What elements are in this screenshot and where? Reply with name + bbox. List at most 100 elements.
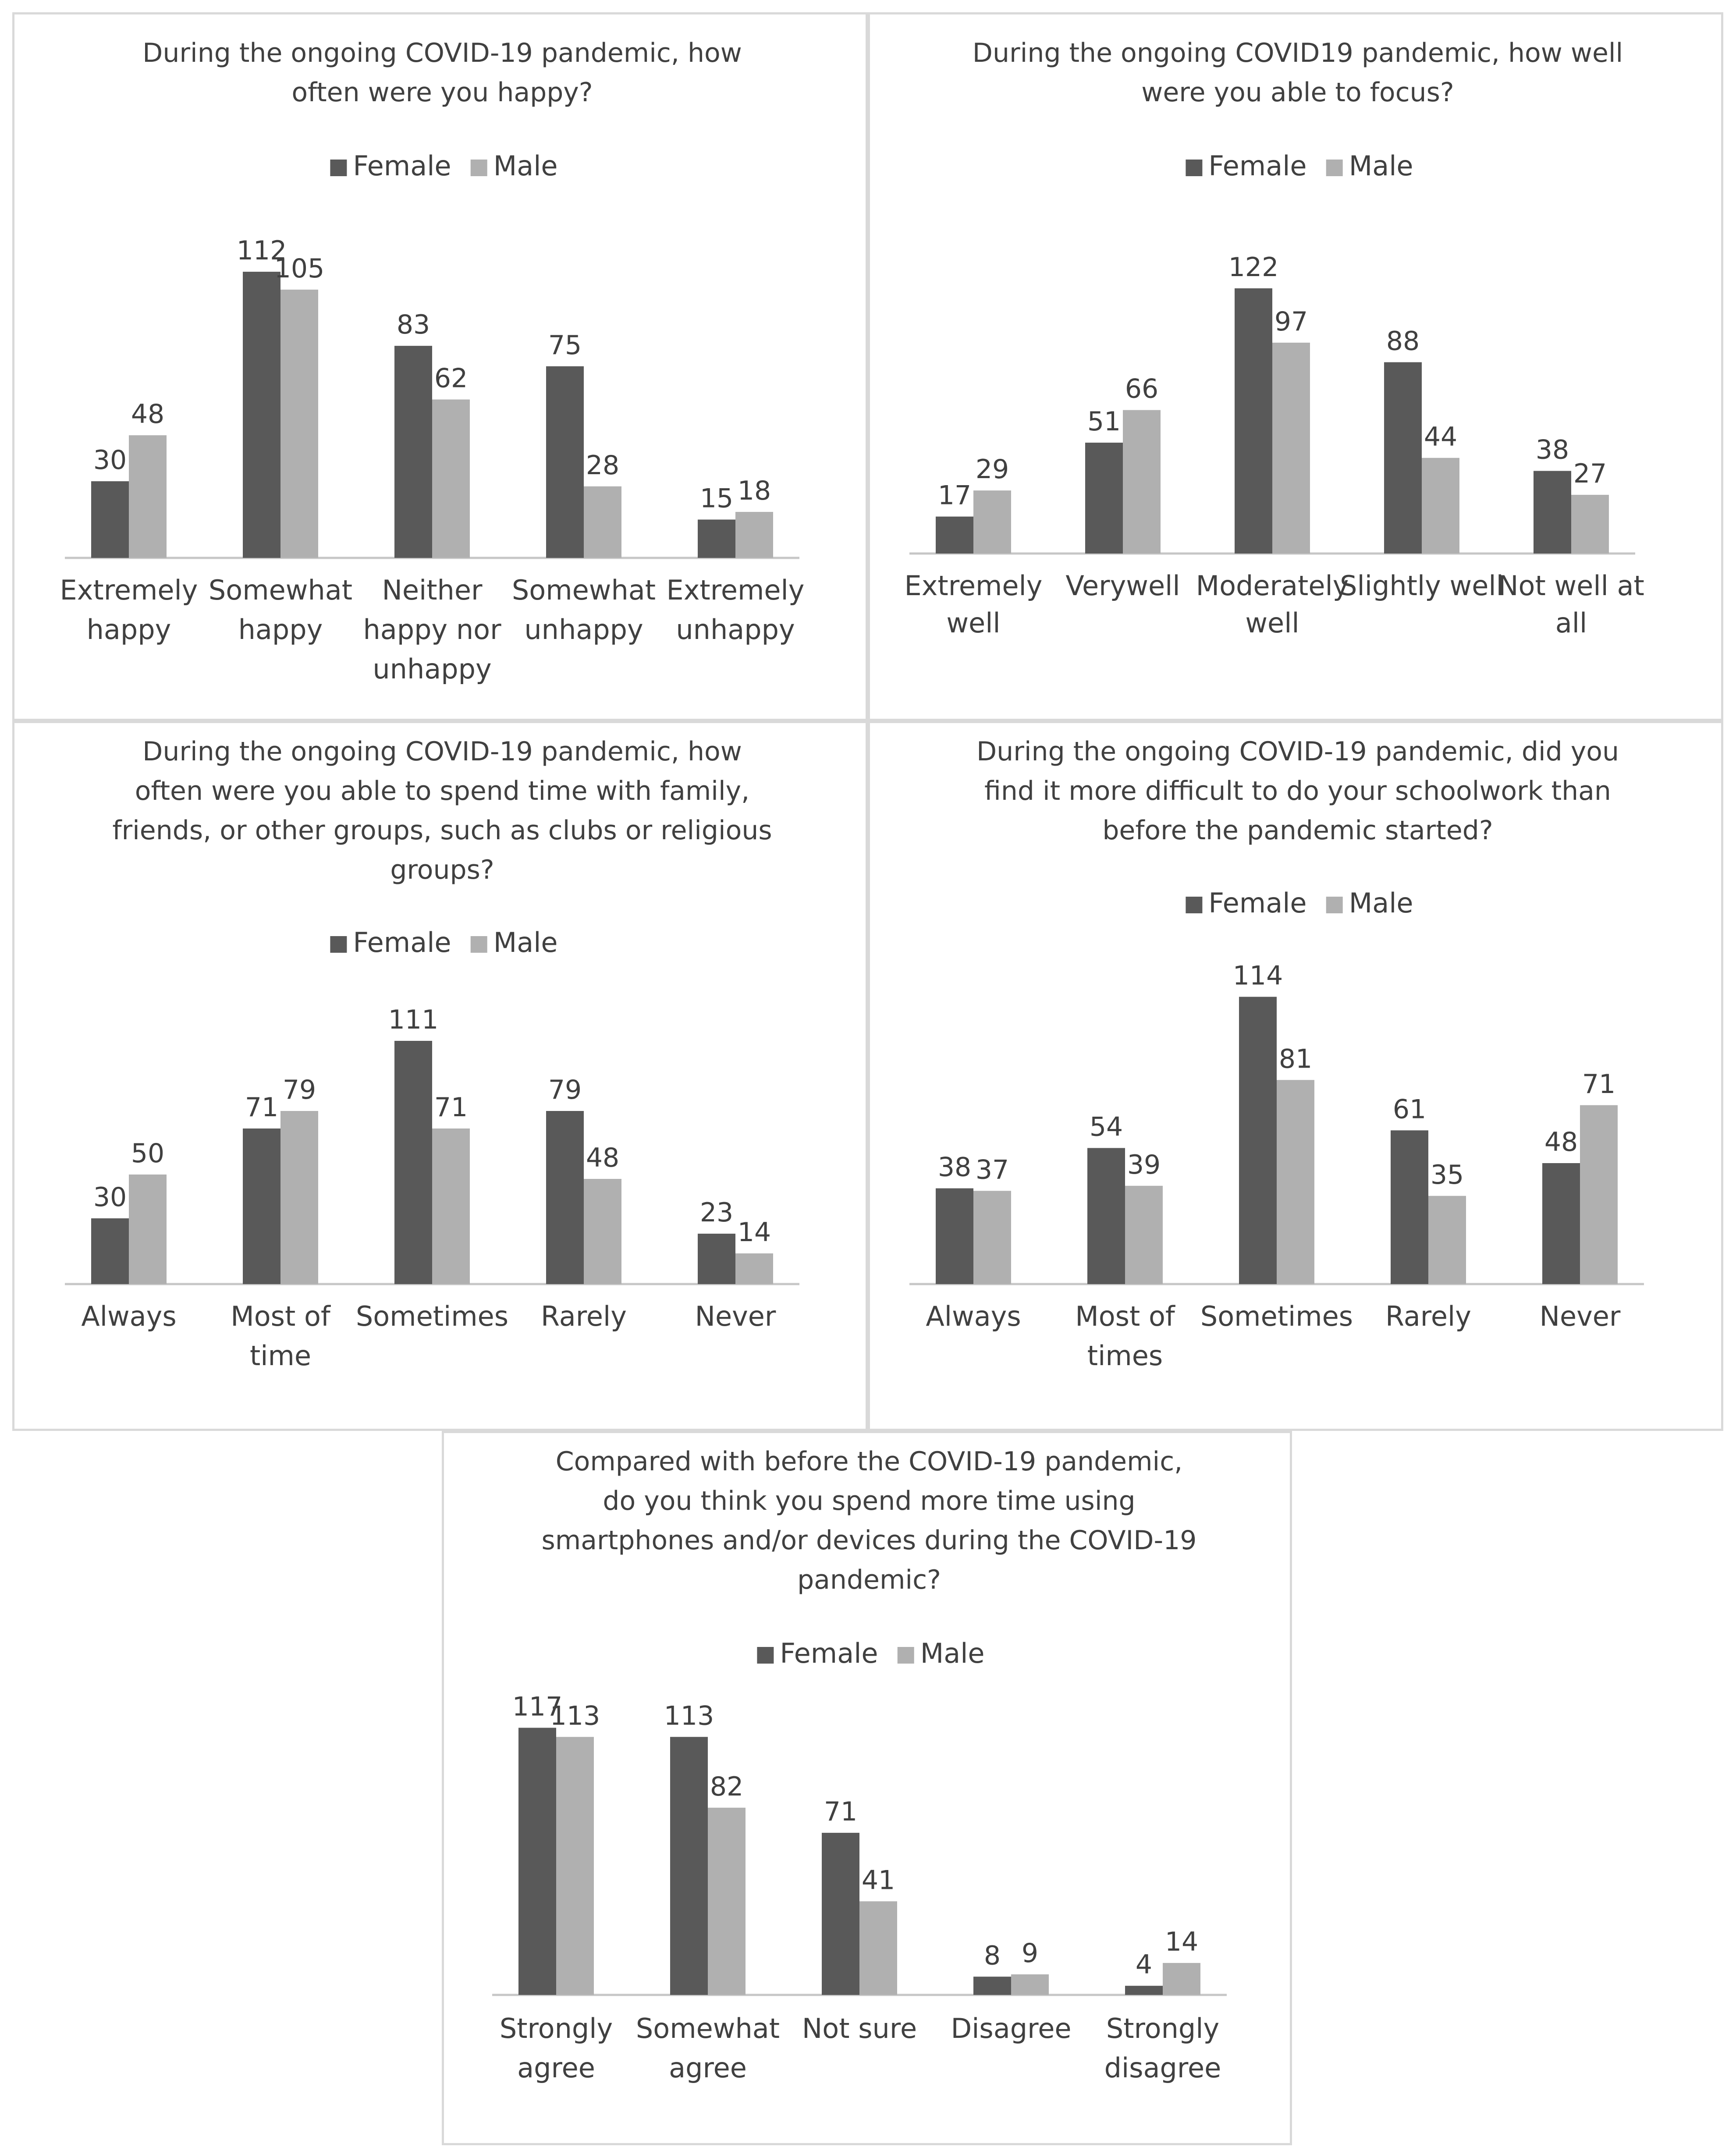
x-tick-label-line: all [1555,607,1587,639]
legend-swatch-female [330,160,347,176]
bar-female [243,272,280,558]
data-label-female: 71 [824,1796,857,1827]
data-label-male: 48 [131,399,164,429]
data-label-male: 9 [1022,1938,1038,1969]
bar-female [670,1737,708,1995]
data-label-male: 44 [1424,422,1457,452]
legend-swatch-male [470,936,487,953]
x-tick-label-line: happy [87,614,171,646]
bar-female [936,1188,973,1284]
x-tick-label-line: Always [81,1300,176,1332]
x-tick-label-line: Most of [231,1300,331,1332]
bar-female [1534,471,1571,554]
bar-female [1085,443,1123,554]
data-label-female: 30 [93,1182,127,1213]
x-tick-label-line: Extremely [905,570,1043,602]
x-tick-label: Extremely happy [60,574,198,646]
bar-male [432,1128,470,1284]
data-label-female: 113 [664,1700,714,1731]
x-tick-label: Disagree [951,2012,1071,2044]
data-label-female: 15 [700,483,733,514]
legend-label-female: Female [353,926,451,958]
bar-female [518,1728,556,1995]
x-tick-label: Somewhat happy [209,574,352,646]
bar-male [556,1737,594,1995]
data-label-female: 117 [512,1691,563,1722]
x-tick-label: Always [81,1300,176,1332]
bar-female [698,519,735,558]
bar-female [1125,1986,1163,1995]
legend-swatch-male [1326,160,1343,176]
chart-panel-focus: During the ongoing COVID19 pandemic, how… [868,12,1723,721]
bar-female [1235,288,1272,554]
data-label-female: 38 [938,1152,971,1183]
data-label-female: 17 [938,480,971,511]
legend-swatch-male [470,160,487,176]
chart-title-line: Compared with before the COVID-19 pandem… [556,1446,1183,1477]
x-tick-label-line: Somewhat [636,2012,780,2044]
chart-panel-happiness: During the ongoing COVID-19 pandemic, ho… [12,12,868,721]
x-tick-label: Most of times [1075,1300,1176,1372]
data-label-male: 113 [550,1700,600,1731]
x-tick-label-line: Strongly [1106,2012,1219,2044]
chart-title-line: groups? [390,855,494,885]
data-label-female: 23 [700,1197,733,1228]
chart-title-line: During the ongoing COVID-19 pandemic, ho… [142,38,742,68]
x-tick-label-line: Moderately [1196,570,1349,602]
data-label-female: 38 [1536,435,1569,465]
chart-title-line: During the ongoing COVID-19 pandemic, di… [976,736,1619,767]
x-tick-label: Not sure [802,2012,917,2044]
legend-label-female: Female [353,150,451,182]
data-label-male: 82 [710,1771,743,1802]
data-label-male: 62 [434,363,468,394]
x-tick-label: Sometimes [356,1300,508,1332]
chart-svg-happiness: During the ongoing COVID-19 pandemic, ho… [60,38,805,685]
bar-male [1428,1196,1466,1284]
data-label-female: 111 [388,1004,439,1035]
x-tick-label-line: Sometimes [356,1300,508,1332]
bar-female [973,1977,1011,1995]
x-tick-label: Sometimes [1200,1300,1353,1332]
data-label-male: 97 [1274,306,1308,337]
legend-swatch-male [1326,897,1343,913]
x-tick-label-line: well [1245,607,1299,639]
data-label-female: 122 [1228,252,1279,283]
legend-swatch-male [897,1647,914,1664]
bar-male [129,1175,167,1284]
chart-title: Compared with before the COVID-19 pandem… [542,1446,1197,1595]
x-tick-label: Rarely [1385,1300,1471,1332]
bar-male [1123,410,1161,554]
bar-male [129,435,167,558]
chart-title: During the ongoing COVID-19 pandemic, ho… [112,736,772,885]
x-tick-label-line: agree [517,2052,595,2084]
x-tick-label-line: happy nor [363,614,501,646]
x-tick-label-line: well [946,607,1000,639]
x-tick-label-line: Rarely [1385,1300,1471,1332]
bar-male [1272,342,1310,554]
x-tick-label-line: Most of [1075,1300,1176,1332]
data-label-male: 18 [738,476,771,506]
chart-title-line: before the pandemic started? [1102,815,1493,846]
x-tick-label: Slightly well [1340,570,1504,602]
x-tick-label: Somewhat agree [636,2012,780,2084]
x-tick-label-line: happy [238,614,323,646]
bar-male [735,512,773,558]
chart-title-line: do you think you spend more time using [603,1486,1135,1516]
bar-female [822,1833,859,1995]
x-tick-label: Neither happy nor unhappy [363,574,501,685]
legend-label-male: Male [493,926,558,958]
x-tick-label: Moderately well [1196,570,1349,639]
bar-female [1542,1163,1580,1284]
x-tick-label-line: Verywell [1065,570,1180,602]
x-tick-label-line: Disagree [951,2012,1071,2044]
data-label-male: 14 [1165,1927,1198,1957]
x-tick-label-line: unhappy [373,653,491,685]
chart-legend: Female Male [330,926,558,958]
data-label-male: 27 [1573,458,1607,489]
chart-title-line: During the ongoing COVID-19 pandemic, ho… [142,736,742,767]
bar-male [280,289,318,558]
data-label-male: 79 [283,1075,316,1105]
bar-female [546,1111,584,1284]
x-tick-label: Never [1540,1300,1621,1332]
data-label-male: 50 [131,1138,164,1169]
